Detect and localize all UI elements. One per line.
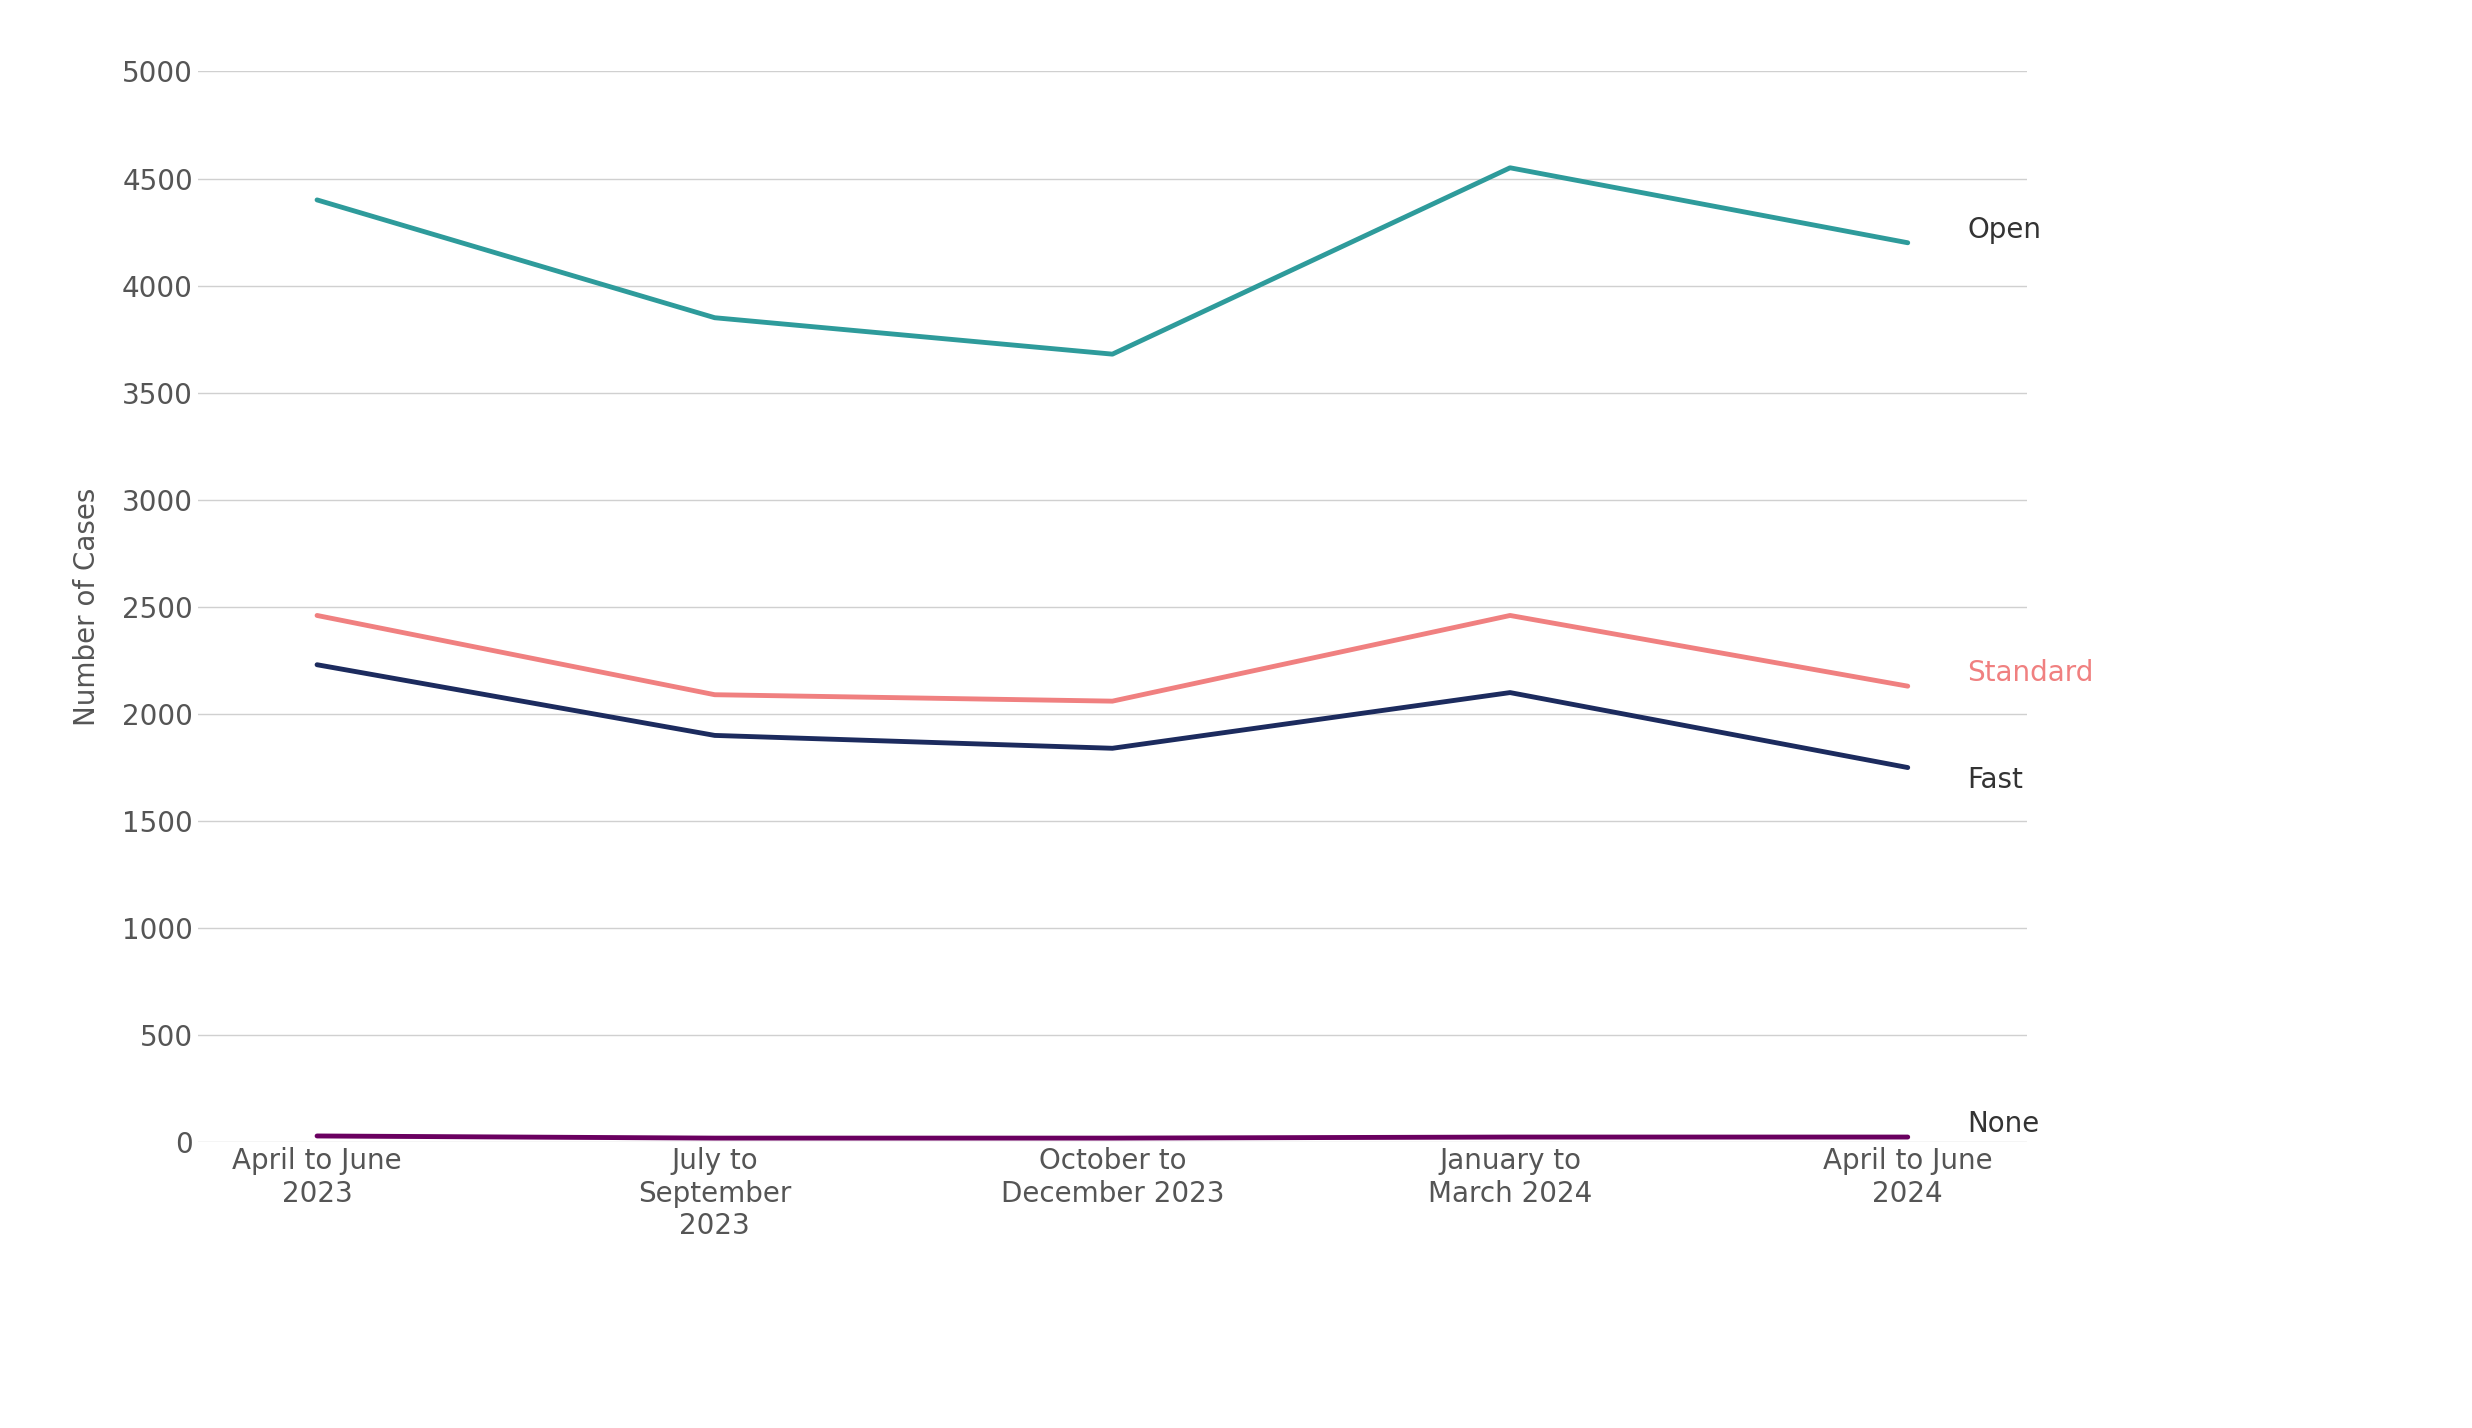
Y-axis label: Number of Cases: Number of Cases — [74, 488, 101, 725]
Text: Standard: Standard — [1968, 660, 2094, 687]
Text: Fast: Fast — [1968, 767, 2022, 794]
Text: None: None — [1968, 1110, 2039, 1138]
Text: Open: Open — [1968, 216, 2042, 244]
